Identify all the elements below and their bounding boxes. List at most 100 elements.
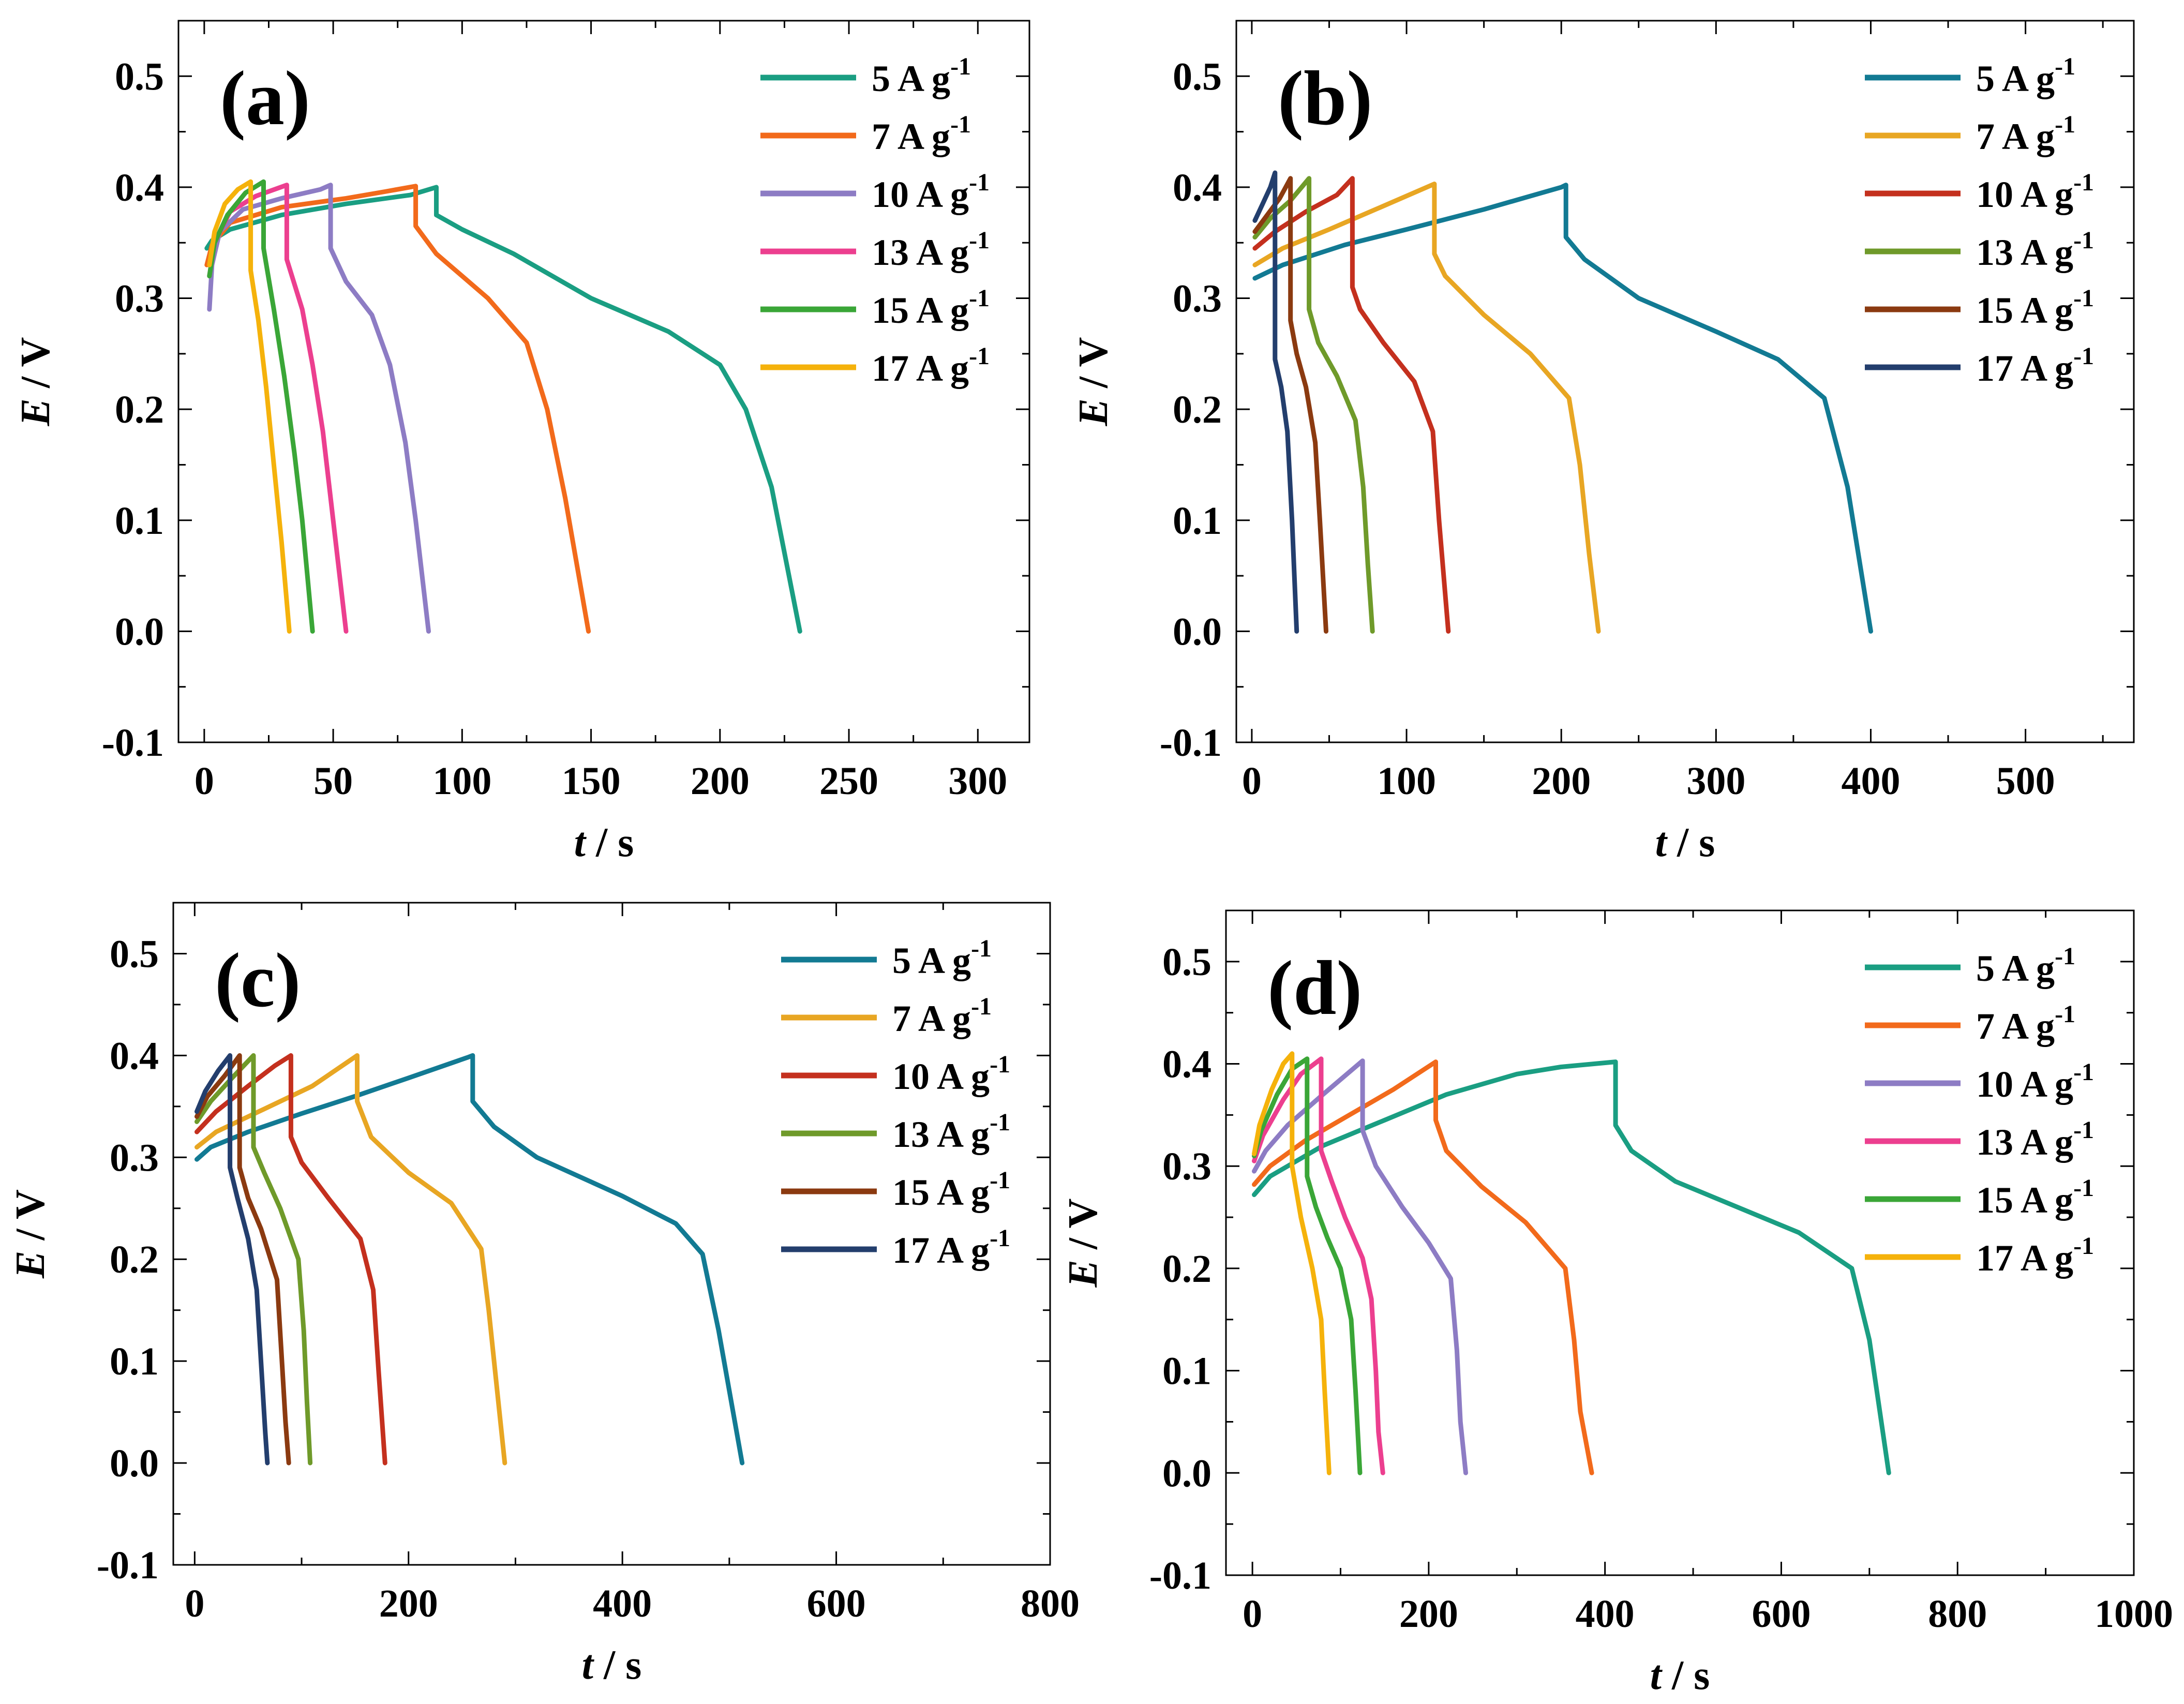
- legend-label: 17 A g-1: [1976, 342, 2094, 389]
- legend-label-sup: -1: [990, 1109, 1010, 1136]
- series-line-17-a-g: [1252, 170, 1299, 634]
- x-tick-label: 50: [313, 759, 353, 803]
- y-tick-label: 0.1: [110, 1340, 159, 1383]
- legend-label: 7 A g-1: [872, 111, 971, 157]
- y-axis-variable: E: [13, 398, 58, 426]
- x-tick-label: 1000: [2095, 1592, 2173, 1636]
- y-axis-variable: E: [1071, 398, 1116, 426]
- legend-label: 10 A g-1: [892, 1051, 1010, 1097]
- series-line-17-a-g: [207, 179, 292, 634]
- series-line-5-a-g: [1252, 183, 1873, 634]
- x-tick-label: 400: [1841, 759, 1900, 803]
- panel-label: (c): [215, 937, 301, 1023]
- legend-label-main: 5 A g: [892, 940, 971, 981]
- legend-label-main: 10 A g: [1976, 174, 2073, 215]
- x-tick-label: 100: [1377, 759, 1436, 803]
- legend-label-main: 7 A g: [892, 998, 971, 1039]
- x-axis-unit: / s: [1667, 820, 1715, 865]
- x-tick-label: 800: [1928, 1592, 1987, 1636]
- series-line-10-a-g: [1252, 176, 1451, 634]
- x-tick-label: 200: [1532, 759, 1591, 803]
- y-tick-label: 0.4: [110, 1034, 159, 1078]
- y-tick-label: 0.1: [1162, 1350, 1211, 1393]
- panel-label: (b): [1278, 55, 1372, 141]
- legend-label-main: 5 A g: [1976, 58, 2055, 99]
- legend-label-main: 5 A g: [872, 58, 950, 99]
- x-tick-label: 100: [432, 759, 491, 803]
- series-line-10-a-g: [195, 1053, 387, 1466]
- legend-label-sup: -1: [969, 285, 990, 312]
- y-tick-label: 0.0: [110, 1442, 159, 1485]
- legend-label-sup: -1: [971, 935, 992, 962]
- y-tick-label: -0.1: [97, 1544, 159, 1587]
- y-tick-label: 0.5: [110, 932, 159, 976]
- series-line-5-a-g: [1252, 1059, 1891, 1475]
- legend-label: 5 A g-1: [1976, 53, 2075, 99]
- legend-label-main: 15 A g: [872, 290, 969, 331]
- panel-label: (a): [220, 55, 310, 141]
- legend-label: 17 A g-1: [892, 1224, 1010, 1271]
- y-axis-unit: / V: [8, 1189, 53, 1251]
- x-axis-unit: / s: [586, 820, 634, 865]
- x-tick-label: 0: [1242, 759, 1262, 803]
- legend-label-sup: -1: [2073, 169, 2094, 196]
- legend-label-main: 15 A g: [1976, 1179, 2073, 1221]
- legend-label-sup: -1: [2073, 1232, 2094, 1260]
- series-line-17-a-g: [1252, 1051, 1332, 1475]
- legend-label: 10 A g-1: [872, 169, 990, 215]
- legend-label: 10 A g-1: [1976, 1058, 2094, 1105]
- legend-label-sup: -1: [950, 53, 971, 80]
- y-tick-label: 0.1: [115, 499, 164, 543]
- plot-frame: [1225, 909, 2135, 1576]
- y-axis-variable: E: [1060, 1260, 1106, 1288]
- x-tick-label: 200: [1399, 1592, 1458, 1636]
- series-line-7-a-g: [204, 184, 591, 634]
- legend-label-main: 5 A g: [1976, 948, 2055, 989]
- legend-label-sup: -1: [990, 1224, 1010, 1252]
- y-tick-label: 0.2: [1173, 388, 1222, 431]
- legend-label-main: 15 A g: [1976, 290, 2073, 331]
- legend-label-sup: -1: [971, 993, 992, 1020]
- legend-label-sup: -1: [969, 227, 990, 254]
- legend-label-main: 10 A g: [892, 1056, 990, 1097]
- legend-label-sup: -1: [2073, 1174, 2094, 1202]
- y-tick-label: 0.3: [1162, 1145, 1211, 1188]
- y-tick-label: 0.1: [1173, 499, 1222, 543]
- legend-label-sup: -1: [990, 1167, 1010, 1194]
- x-axis-variable: t: [582, 1642, 595, 1688]
- y-tick-label: 0.0: [1173, 610, 1222, 653]
- plot-frame: [1235, 20, 2135, 743]
- legend-label-main: 7 A g: [1976, 116, 2055, 157]
- y-tick-label: 0.3: [115, 277, 164, 321]
- legend-label: 7 A g-1: [892, 993, 992, 1039]
- legend-label: 15 A g-1: [1976, 285, 2094, 331]
- y-tick-label: 0.4: [115, 166, 164, 210]
- legend-label-sup: -1: [2055, 53, 2075, 80]
- legend-label-main: 10 A g: [1976, 1064, 2073, 1105]
- legend-label: 13 A g-1: [892, 1109, 1010, 1155]
- y-tick-label: 0.5: [1162, 940, 1211, 984]
- x-tick-label: 150: [562, 759, 621, 803]
- legend-label: 17 A g-1: [1976, 1232, 2094, 1279]
- legend-label-sup: -1: [990, 1051, 1010, 1078]
- legend-label: 15 A g-1: [892, 1167, 1010, 1213]
- y-tick-label: 0.3: [1173, 277, 1222, 321]
- plot-frame: [177, 20, 1030, 743]
- legend-label-sup: -1: [2073, 227, 2094, 254]
- x-axis-title: t / s: [582, 1642, 642, 1688]
- series-line-10-a-g: [1252, 1058, 1468, 1475]
- series-line-5-a-g: [204, 185, 802, 634]
- legend-label-sup: -1: [2073, 285, 2094, 312]
- chart-panel-3: 0 200 400 600 800 -0.1 0.0 0.1 0.2 0.3 0.4 0.5 t / s…: [8, 902, 1080, 1688]
- legend-label-main: 15 A g: [892, 1172, 990, 1213]
- legend-label: 5 A g-1: [872, 53, 971, 99]
- legend-label-main: 13 A g: [872, 232, 969, 273]
- legend-label: 13 A g-1: [872, 227, 990, 273]
- chart-panel-4: 0 200 400 600 800 1000 -0.1 0.0 0.1 0.2 0.3 0.4 0.5 t…: [1060, 909, 2173, 1698]
- y-axis-title: E / V: [1060, 1199, 1106, 1288]
- y-axis-title: E / V: [8, 1189, 53, 1279]
- x-tick-label: 250: [819, 759, 878, 803]
- x-axis-unit: / s: [593, 1642, 641, 1688]
- chart-panel-1: 0 50 100 150 200 250 300 -0.1 0.0 0.1 0.2 0.3 0.4 0.5…: [13, 20, 1030, 865]
